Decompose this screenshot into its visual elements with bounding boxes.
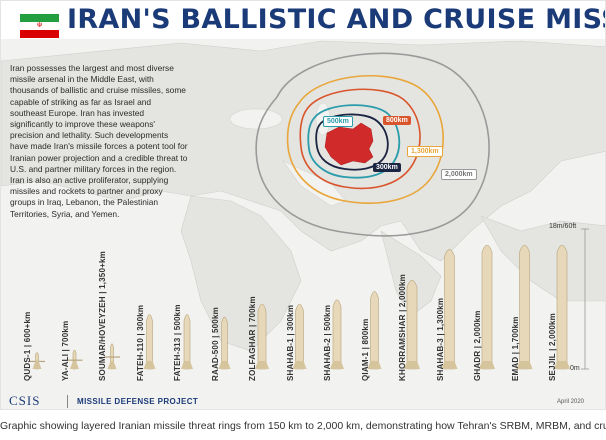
missile-label: RAAD-500 | 500km	[210, 307, 220, 381]
missile-4	[143, 314, 156, 370]
image-caption: Graphic showing layered Iranian missile …	[0, 420, 606, 432]
iran-territory	[324, 122, 374, 166]
ring-label-500km: 500km	[323, 116, 353, 127]
missile-3	[104, 343, 120, 370]
missile-14	[516, 244, 533, 370]
scale-bottom-label: 0m	[570, 365, 580, 372]
header: ☫ IRAN'S BALLISTIC AND CRUISE MISSILES	[1, 1, 605, 39]
intro-text: Iran possesses the largest and most dive…	[10, 63, 188, 219]
missile-label: EMAD | 1,700km	[510, 316, 520, 381]
missile-label: SHAHAB-1 | 300km	[285, 304, 295, 381]
missile-1	[29, 352, 45, 370]
missile-10	[367, 291, 382, 370]
missile-label: SHAHAB-3 | 1,300km	[435, 297, 445, 381]
ring-label-300km: 300km	[373, 163, 401, 172]
missile-9	[330, 299, 344, 370]
page-title: IRAN'S BALLISTIC AND CRUISE MISSILES	[67, 4, 605, 35]
missile-label: QIAM-1 | 800km	[360, 318, 370, 381]
csis-logo: CSIS	[9, 393, 41, 408]
iran-flag-icon: ☫	[20, 14, 59, 38]
missile-2	[66, 349, 83, 370]
missile-11	[404, 279, 420, 370]
missile-12	[441, 249, 458, 370]
missile-5	[181, 314, 193, 370]
missile-label: KHORRAMSHAR | 2,000km	[398, 274, 407, 381]
missile-label: SOUMAR/HOVEYZEH | 1,350+km	[98, 251, 107, 381]
missile-15	[554, 244, 570, 370]
ring-label-800km: 800km	[383, 116, 411, 125]
project-name: MISSILE DEFENSE PROJECT	[77, 397, 199, 406]
ring-label-1300km: 1,300km	[407, 146, 443, 157]
missile-label: QUDS-1 | 600+km	[23, 311, 32, 382]
missile-8	[292, 303, 307, 370]
ring-label-2000km: 2,000km	[441, 169, 477, 180]
footer-divider	[67, 395, 68, 408]
missile-label: GHADR | 2,000km	[473, 310, 482, 381]
missile-label: SEJJIL | 2,000km	[548, 312, 557, 381]
missile-label: FATEH-110 | 300km	[135, 304, 145, 381]
infographic: ☫ IRAN'S BALLISTIC AND CRUISE MISSILES	[0, 0, 606, 410]
missile-label: ZOLFAGHAR | 700km	[248, 296, 257, 381]
publish-date: April 2020	[557, 399, 585, 405]
missile-label: FATEH-313 | 500km	[173, 304, 182, 381]
range-map	[1, 39, 605, 409]
scale-top-label: 18m/60ft	[549, 223, 577, 230]
missile-7	[255, 303, 269, 370]
missile-6	[218, 316, 231, 370]
missile-label: SHAHAB-2 | 500km	[323, 304, 332, 381]
missile-label: YA-ALI | 700km	[60, 320, 70, 381]
missile-13	[479, 244, 495, 370]
